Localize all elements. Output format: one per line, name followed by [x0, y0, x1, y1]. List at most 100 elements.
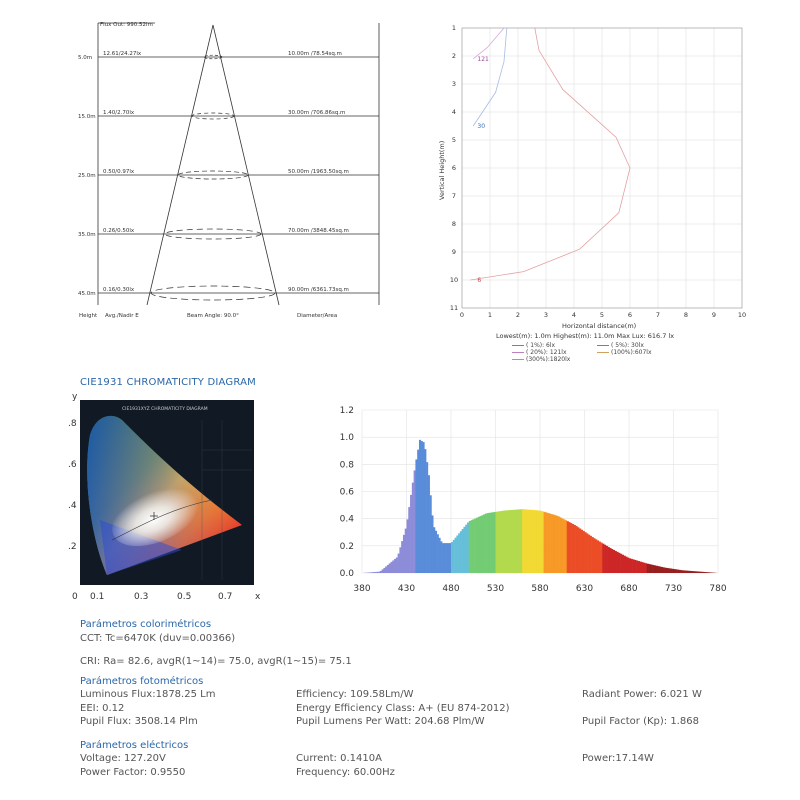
- cie-x-axis-label: x: [255, 592, 261, 602]
- electrical-title: Parámetros eléctricos: [80, 740, 189, 751]
- pupil-factor: Pupil Factor (Kp): 1.868: [582, 716, 699, 727]
- spectrum-bar: [418, 439, 422, 573]
- spectrum-bar: [491, 512, 495, 573]
- spectrum-bar: [550, 514, 553, 573]
- isolux-curve-label: 30: [477, 123, 485, 130]
- spectrum-bar: [684, 570, 687, 573]
- spectrum-bar: [593, 538, 596, 573]
- spectrum-bar: [689, 570, 692, 573]
- spectrum-bar: [636, 560, 639, 573]
- frequency: Frequency: 60.00Hz: [296, 767, 395, 778]
- isolux-ylabel: Vertical Height(m): [438, 141, 446, 200]
- spectrum-bar: [625, 556, 628, 573]
- spectrum-bar: [556, 515, 559, 573]
- isolux-grid: [461, 27, 743, 309]
- spectrum-bar: [648, 564, 651, 573]
- legend-swatch: [597, 345, 609, 346]
- spectrum-bar: [661, 566, 664, 573]
- spectrum-bar: [547, 512, 550, 573]
- spectrum-bar: [515, 509, 518, 573]
- isolux-ytick: 1: [452, 24, 456, 32]
- spectrum-bar: [427, 475, 430, 573]
- spectrum-bar: [559, 517, 562, 573]
- spectrum-bar: [520, 509, 523, 573]
- spectrum-bar: [374, 571, 377, 573]
- spectrum-bar: [379, 570, 382, 573]
- spectrum-bar: [620, 553, 623, 573]
- spectrum-bar: [554, 515, 557, 573]
- spectrum-bar: [463, 526, 466, 573]
- spectrum-bar: [698, 571, 701, 573]
- cri-value: CRI: Ra= 82.6, avgR(1~14)= 75.0, avgR(1~…: [80, 656, 352, 667]
- spectrum-bar: [655, 565, 658, 573]
- spectrum-bar: [395, 557, 398, 573]
- spectrum-bar: [627, 557, 630, 573]
- isolux-legend-item: (100%):607lx: [597, 349, 652, 356]
- spectrum-bar: [454, 537, 457, 573]
- spectrum-bar: [609, 548, 612, 573]
- isolux-ytick: 5: [452, 136, 456, 144]
- spectrum-bar: [685, 570, 689, 573]
- cie-x-tick: 0.1: [90, 592, 104, 602]
- spectrum-bar: [456, 535, 459, 573]
- spectrum-bar: [447, 543, 450, 573]
- spectrum-bar: [434, 530, 438, 573]
- spectrum-bar: [611, 549, 614, 573]
- isolux-ticks: 1 2 3 4 5 6 7 8 9 10 110 1 2 3 4 5 6 7 8 9 10: [450, 24, 746, 319]
- spectrum-bar: [678, 569, 681, 573]
- spectrum-bar: [426, 462, 429, 573]
- spectrum-bar: [483, 514, 486, 573]
- spectrum-bar: [557, 516, 560, 573]
- spectrum-bar: [470, 520, 473, 573]
- cone-row-height: 45.0m: [78, 291, 96, 297]
- spectrum-ytick: 0.0: [340, 569, 355, 579]
- spectrum-bar: [443, 543, 446, 573]
- spectrum-bar: [600, 542, 603, 573]
- spectrum-bar: [449, 543, 452, 573]
- spectrum-bar: [499, 511, 502, 573]
- spectrum-bar: [564, 520, 567, 573]
- spectrum-bar: [497, 511, 500, 573]
- spectrum-xtick: 480: [442, 584, 459, 594]
- isolux-xlabel: Horizontal distance(m): [562, 322, 636, 330]
- cie-y-tick: .2: [68, 542, 77, 552]
- isolux-legend-item: ( 1%): 6lx: [512, 342, 555, 349]
- legend-text: (300%):1820lx: [526, 356, 571, 363]
- isolux-xtick: 5: [600, 311, 604, 319]
- spectrum-bar: [486, 513, 489, 573]
- spectrum-bar: [369, 572, 372, 573]
- spectrum-bar: [370, 572, 373, 573]
- cie-inner-title: CIE1931XYZ CHROMATICITY DIAGRAM: [122, 406, 208, 412]
- isolux-legend-item: (300%):1820lx: [512, 356, 570, 363]
- spectrum-bar: [596, 540, 600, 573]
- isolux-xtick: 1: [488, 311, 492, 319]
- spectrum-bar: [402, 534, 406, 573]
- spectrum-bar: [605, 545, 608, 573]
- spectrum-area: [363, 439, 717, 573]
- cie-x-tick: 0.7: [218, 592, 232, 602]
- spectrum-bar: [637, 561, 640, 573]
- footer-height: Height: [79, 313, 98, 319]
- spectrum-bar: [616, 551, 619, 573]
- isolux-xtick: 10: [738, 311, 746, 319]
- spectrum-bar: [705, 572, 708, 573]
- isolux-xtick: 8: [684, 311, 688, 319]
- spectrum-bar: [572, 524, 575, 573]
- isolux-frame: [461, 27, 743, 309]
- spectrum-bar: [413, 470, 416, 573]
- cone-row-avg: 12.61/24.27lx: [103, 51, 142, 57]
- spectrum-bar: [522, 509, 525, 573]
- spectrum-bar: [451, 542, 454, 573]
- spectrum-bar: [431, 515, 434, 573]
- spectrum-ytick: 0.6: [340, 488, 355, 498]
- flux-out-label: Flux Out: 990.52lm: [100, 22, 153, 28]
- isolux-ytick: 2: [452, 52, 456, 60]
- isolux-xtick: 4: [572, 311, 576, 319]
- cone-rows: 5.0m 12.61/24.27lx 10.00m /78.54sq.m 15.0m 1…: [78, 51, 379, 297]
- spectrum-bar: [595, 539, 598, 573]
- spectrum-xtick: 580: [531, 584, 548, 594]
- spectrum-ticks: 380 430 480 530 580 630 680 730 780 0.0 0.2 0.4 0.6 0…: [340, 406, 727, 594]
- spectrum-bar: [561, 518, 564, 573]
- spectrum-bar: [406, 519, 409, 573]
- spectrum-bar: [516, 509, 519, 573]
